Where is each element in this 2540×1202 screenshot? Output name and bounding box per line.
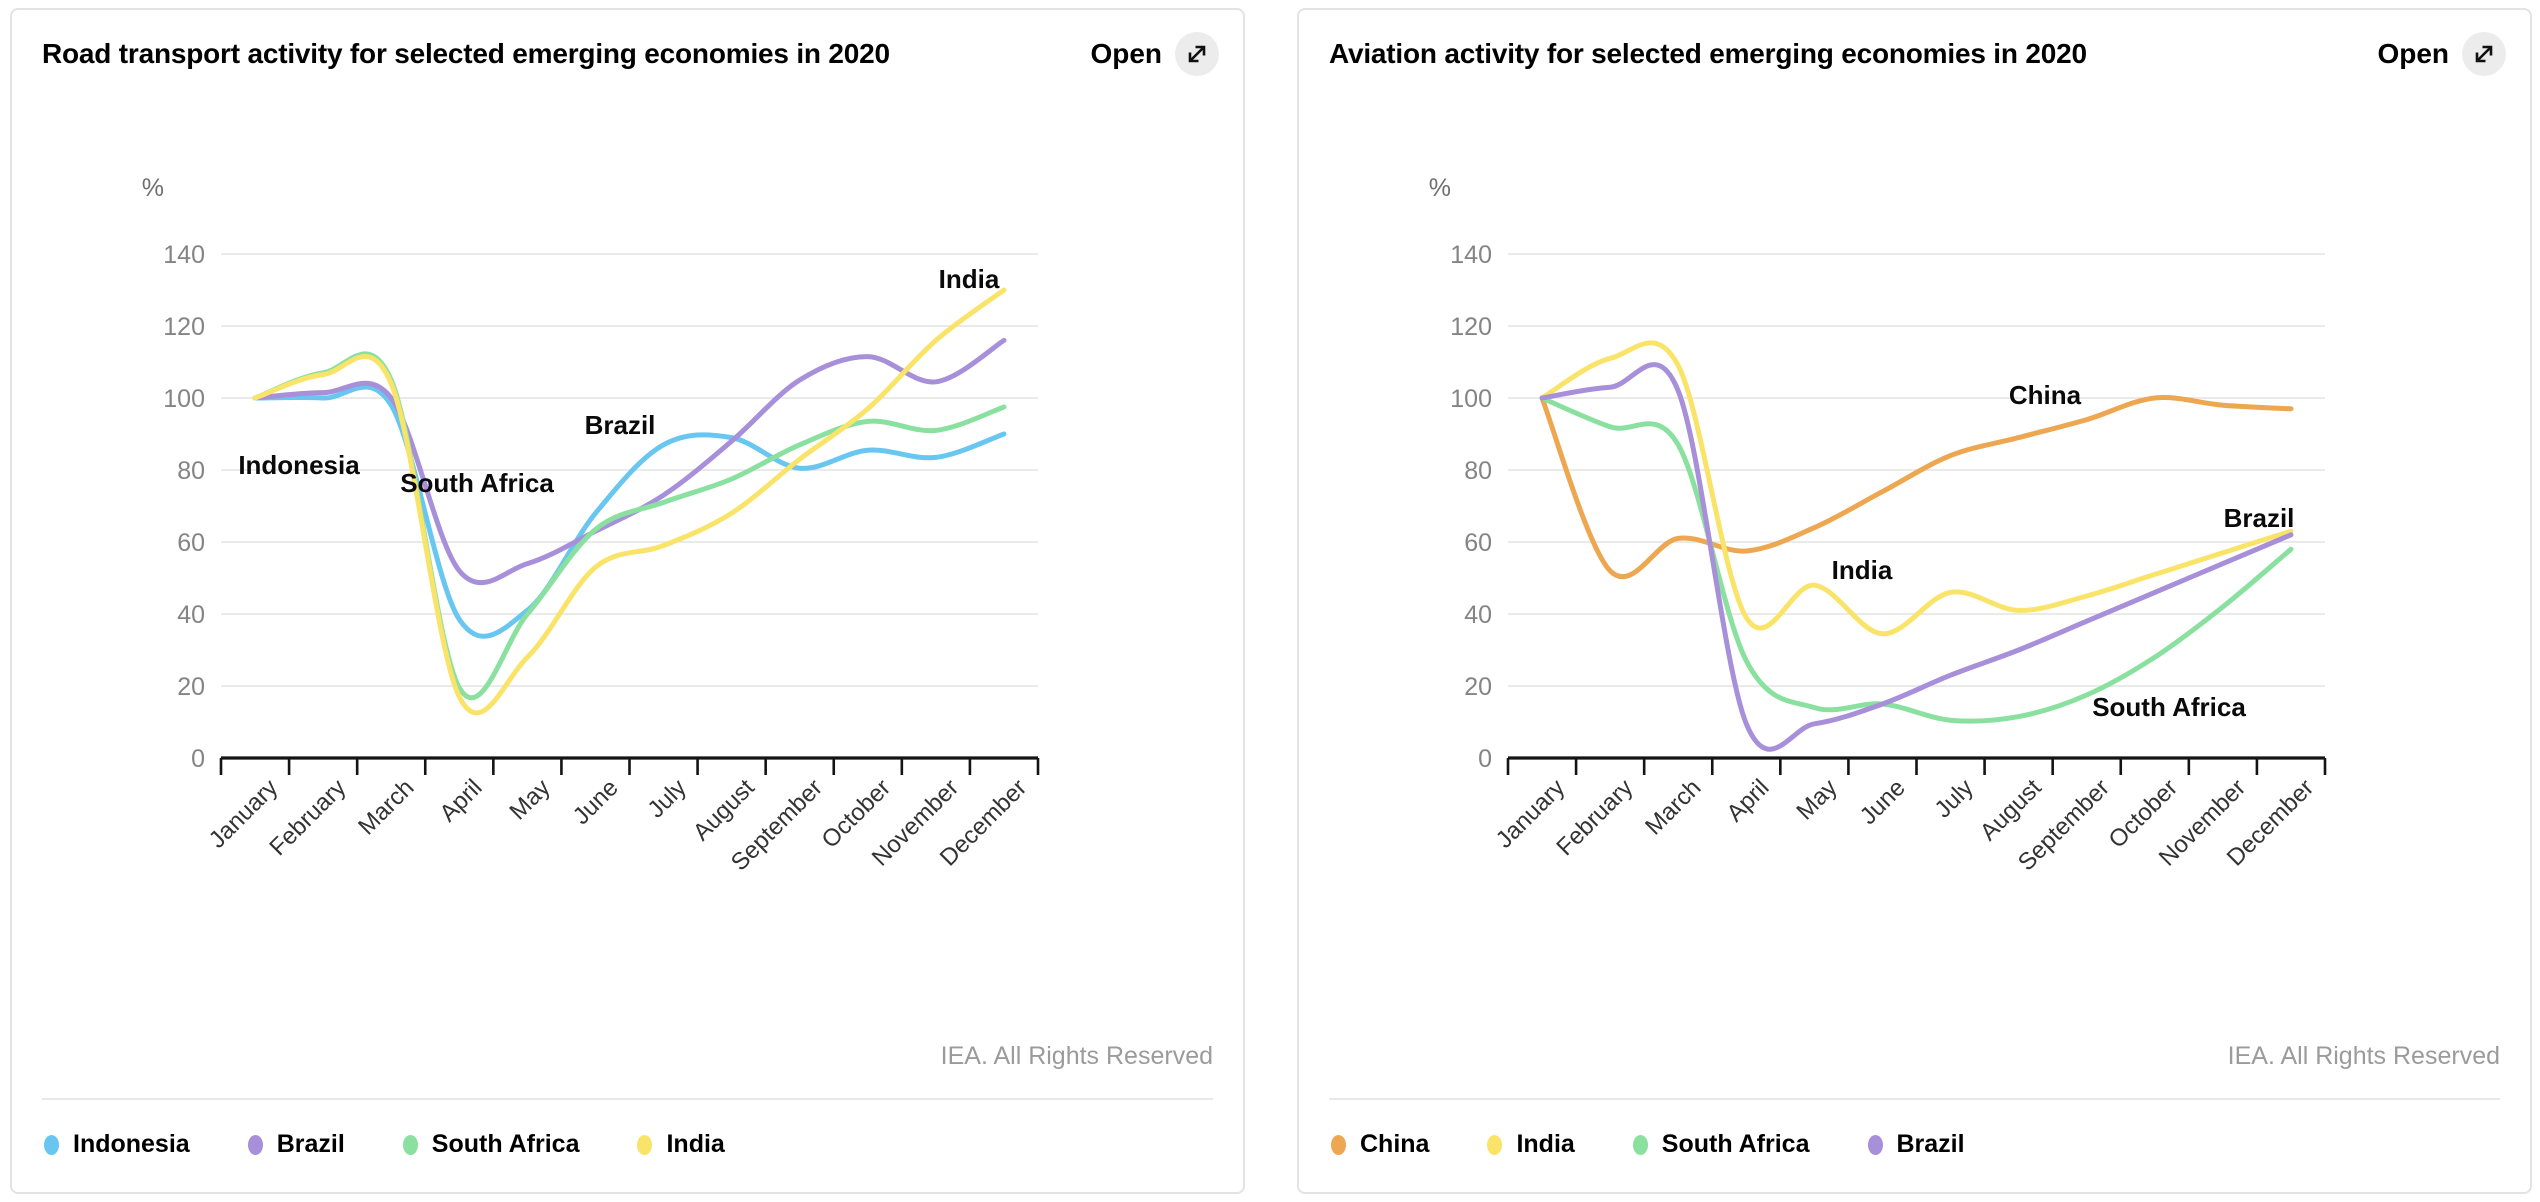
legend-dot bbox=[247, 1134, 263, 1155]
x-tick-label: February bbox=[264, 774, 351, 861]
y-tick-label: 0 bbox=[191, 745, 205, 773]
chart-title: Road transport activity for selected eme… bbox=[42, 38, 890, 69]
y-tick-label: 100 bbox=[163, 385, 205, 413]
legend-label: Brazil bbox=[1896, 1130, 1965, 1158]
y-tick-label: 0 bbox=[1478, 745, 1492, 773]
x-tick-label: April bbox=[434, 774, 487, 827]
series-annotation-brazil: Brazil bbox=[2224, 503, 2295, 533]
legend-item-brazil[interactable]: Brazil bbox=[247, 1130, 345, 1159]
legend-dot bbox=[637, 1134, 653, 1155]
x-tick-label: April bbox=[1721, 774, 1774, 827]
open-button[interactable]: Open bbox=[1090, 32, 1219, 76]
x-tick-label: March bbox=[353, 774, 419, 840]
legend-dot bbox=[1632, 1134, 1648, 1155]
series-annotation-india: India bbox=[1832, 555, 1893, 585]
card-header: Aviation activity for selected emerging … bbox=[1329, 32, 2506, 76]
y-tick-label: 80 bbox=[1464, 457, 1492, 485]
legend-dot bbox=[402, 1134, 418, 1155]
legend-label: Indonesia bbox=[73, 1130, 190, 1158]
series-annotation-south-africa: South Africa bbox=[400, 468, 554, 498]
legend-label: Brazil bbox=[276, 1130, 345, 1158]
copyright-text: IEA. All Rights Reserved bbox=[940, 1042, 1213, 1070]
x-tick-label: May bbox=[504, 774, 555, 825]
open-button[interactable]: Open bbox=[2377, 32, 2506, 76]
road-transport-card: Road transport activity for selected eme… bbox=[10, 8, 1245, 1194]
open-button-label: Open bbox=[2377, 38, 2449, 69]
y-tick-label: 40 bbox=[177, 601, 205, 629]
y-tick-label: 140 bbox=[163, 241, 205, 269]
series-annotation-brazil: Brazil bbox=[585, 410, 656, 440]
y-tick-label: 20 bbox=[1464, 673, 1492, 701]
y-tick-label: 100 bbox=[1450, 385, 1492, 413]
legend-dot bbox=[1331, 1134, 1346, 1155]
y-tick-label: 140 bbox=[1450, 241, 1492, 269]
y-axis-unit-label: % bbox=[142, 174, 164, 202]
aviation-card: Aviation activity for selected emerging … bbox=[1297, 8, 2532, 1194]
legend-label: South Africa bbox=[431, 1130, 580, 1158]
series-line-india[interactable] bbox=[252, 287, 1007, 716]
series-line-china[interactable] bbox=[1539, 395, 2294, 580]
y-tick-label: 80 bbox=[177, 457, 205, 485]
y-tick-label: 60 bbox=[1464, 529, 1492, 557]
legend-dot bbox=[44, 1134, 59, 1155]
divider bbox=[42, 1098, 1213, 1100]
x-tick-label: July bbox=[643, 774, 692, 823]
series-line-indonesia[interactable] bbox=[252, 384, 1007, 639]
legend-dot bbox=[1867, 1134, 1883, 1155]
y-tick-label: 40 bbox=[1464, 601, 1492, 629]
legend-item-india[interactable]: India bbox=[1487, 1130, 1575, 1159]
legend-dot bbox=[1487, 1134, 1503, 1155]
legend-label: China bbox=[1360, 1130, 1430, 1158]
chart-title: Aviation activity for selected emerging … bbox=[1329, 38, 2087, 69]
x-tick-label: February bbox=[1551, 774, 1638, 861]
y-axis-unit-label: % bbox=[1429, 174, 1451, 202]
chart-legend: China India South Africa Brazil bbox=[1331, 1130, 1965, 1159]
chart-legend: Indonesia Brazil South Africa India bbox=[44, 1130, 725, 1159]
y-tick-label: 120 bbox=[163, 313, 205, 341]
divider bbox=[1329, 1098, 2500, 1100]
card-header: Road transport activity for selected eme… bbox=[42, 32, 1219, 76]
y-tick-label: 60 bbox=[177, 529, 205, 557]
series-annotation-china: China bbox=[2009, 380, 2082, 410]
legend-label: India bbox=[666, 1130, 725, 1158]
legend-item-brazil[interactable]: Brazil bbox=[1867, 1130, 1965, 1159]
legend-label: India bbox=[1516, 1130, 1575, 1158]
y-tick-label: 120 bbox=[1450, 313, 1492, 341]
series-annotation-south-africa: South Africa bbox=[2092, 692, 2246, 722]
series-annotation-india: India bbox=[939, 264, 1000, 294]
series-line-brazil[interactable] bbox=[1539, 362, 2294, 752]
series-line-india[interactable] bbox=[1539, 340, 2294, 637]
x-tick-label: July bbox=[1930, 774, 1979, 823]
external-link-icon[interactable] bbox=[1175, 32, 1219, 76]
legend-item-south-africa[interactable]: South Africa bbox=[1632, 1130, 1810, 1159]
series-line-brazil[interactable] bbox=[252, 337, 1007, 586]
legend-item-south-africa[interactable]: South Africa bbox=[402, 1130, 580, 1159]
x-tick-label: May bbox=[1791, 774, 1842, 825]
series-line-south-africa[interactable] bbox=[252, 351, 1007, 700]
y-tick-label: 20 bbox=[177, 673, 205, 701]
series-annotation-indonesia: Indonesia bbox=[238, 450, 360, 480]
x-tick-label: June bbox=[568, 774, 624, 830]
legend-item-indonesia[interactable]: Indonesia bbox=[44, 1130, 190, 1159]
legend-label: South Africa bbox=[1661, 1130, 1810, 1158]
copyright-text: IEA. All Rights Reserved bbox=[2227, 1042, 2500, 1070]
open-button-label: Open bbox=[1090, 38, 1162, 69]
series-line-south-africa[interactable] bbox=[1539, 395, 2294, 724]
external-link-icon[interactable] bbox=[2462, 32, 2506, 76]
x-tick-label: June bbox=[1855, 774, 1911, 830]
x-tick-label: March bbox=[1640, 774, 1706, 840]
legend-item-china[interactable]: China bbox=[1331, 1130, 1429, 1159]
legend-item-india[interactable]: India bbox=[637, 1130, 725, 1159]
